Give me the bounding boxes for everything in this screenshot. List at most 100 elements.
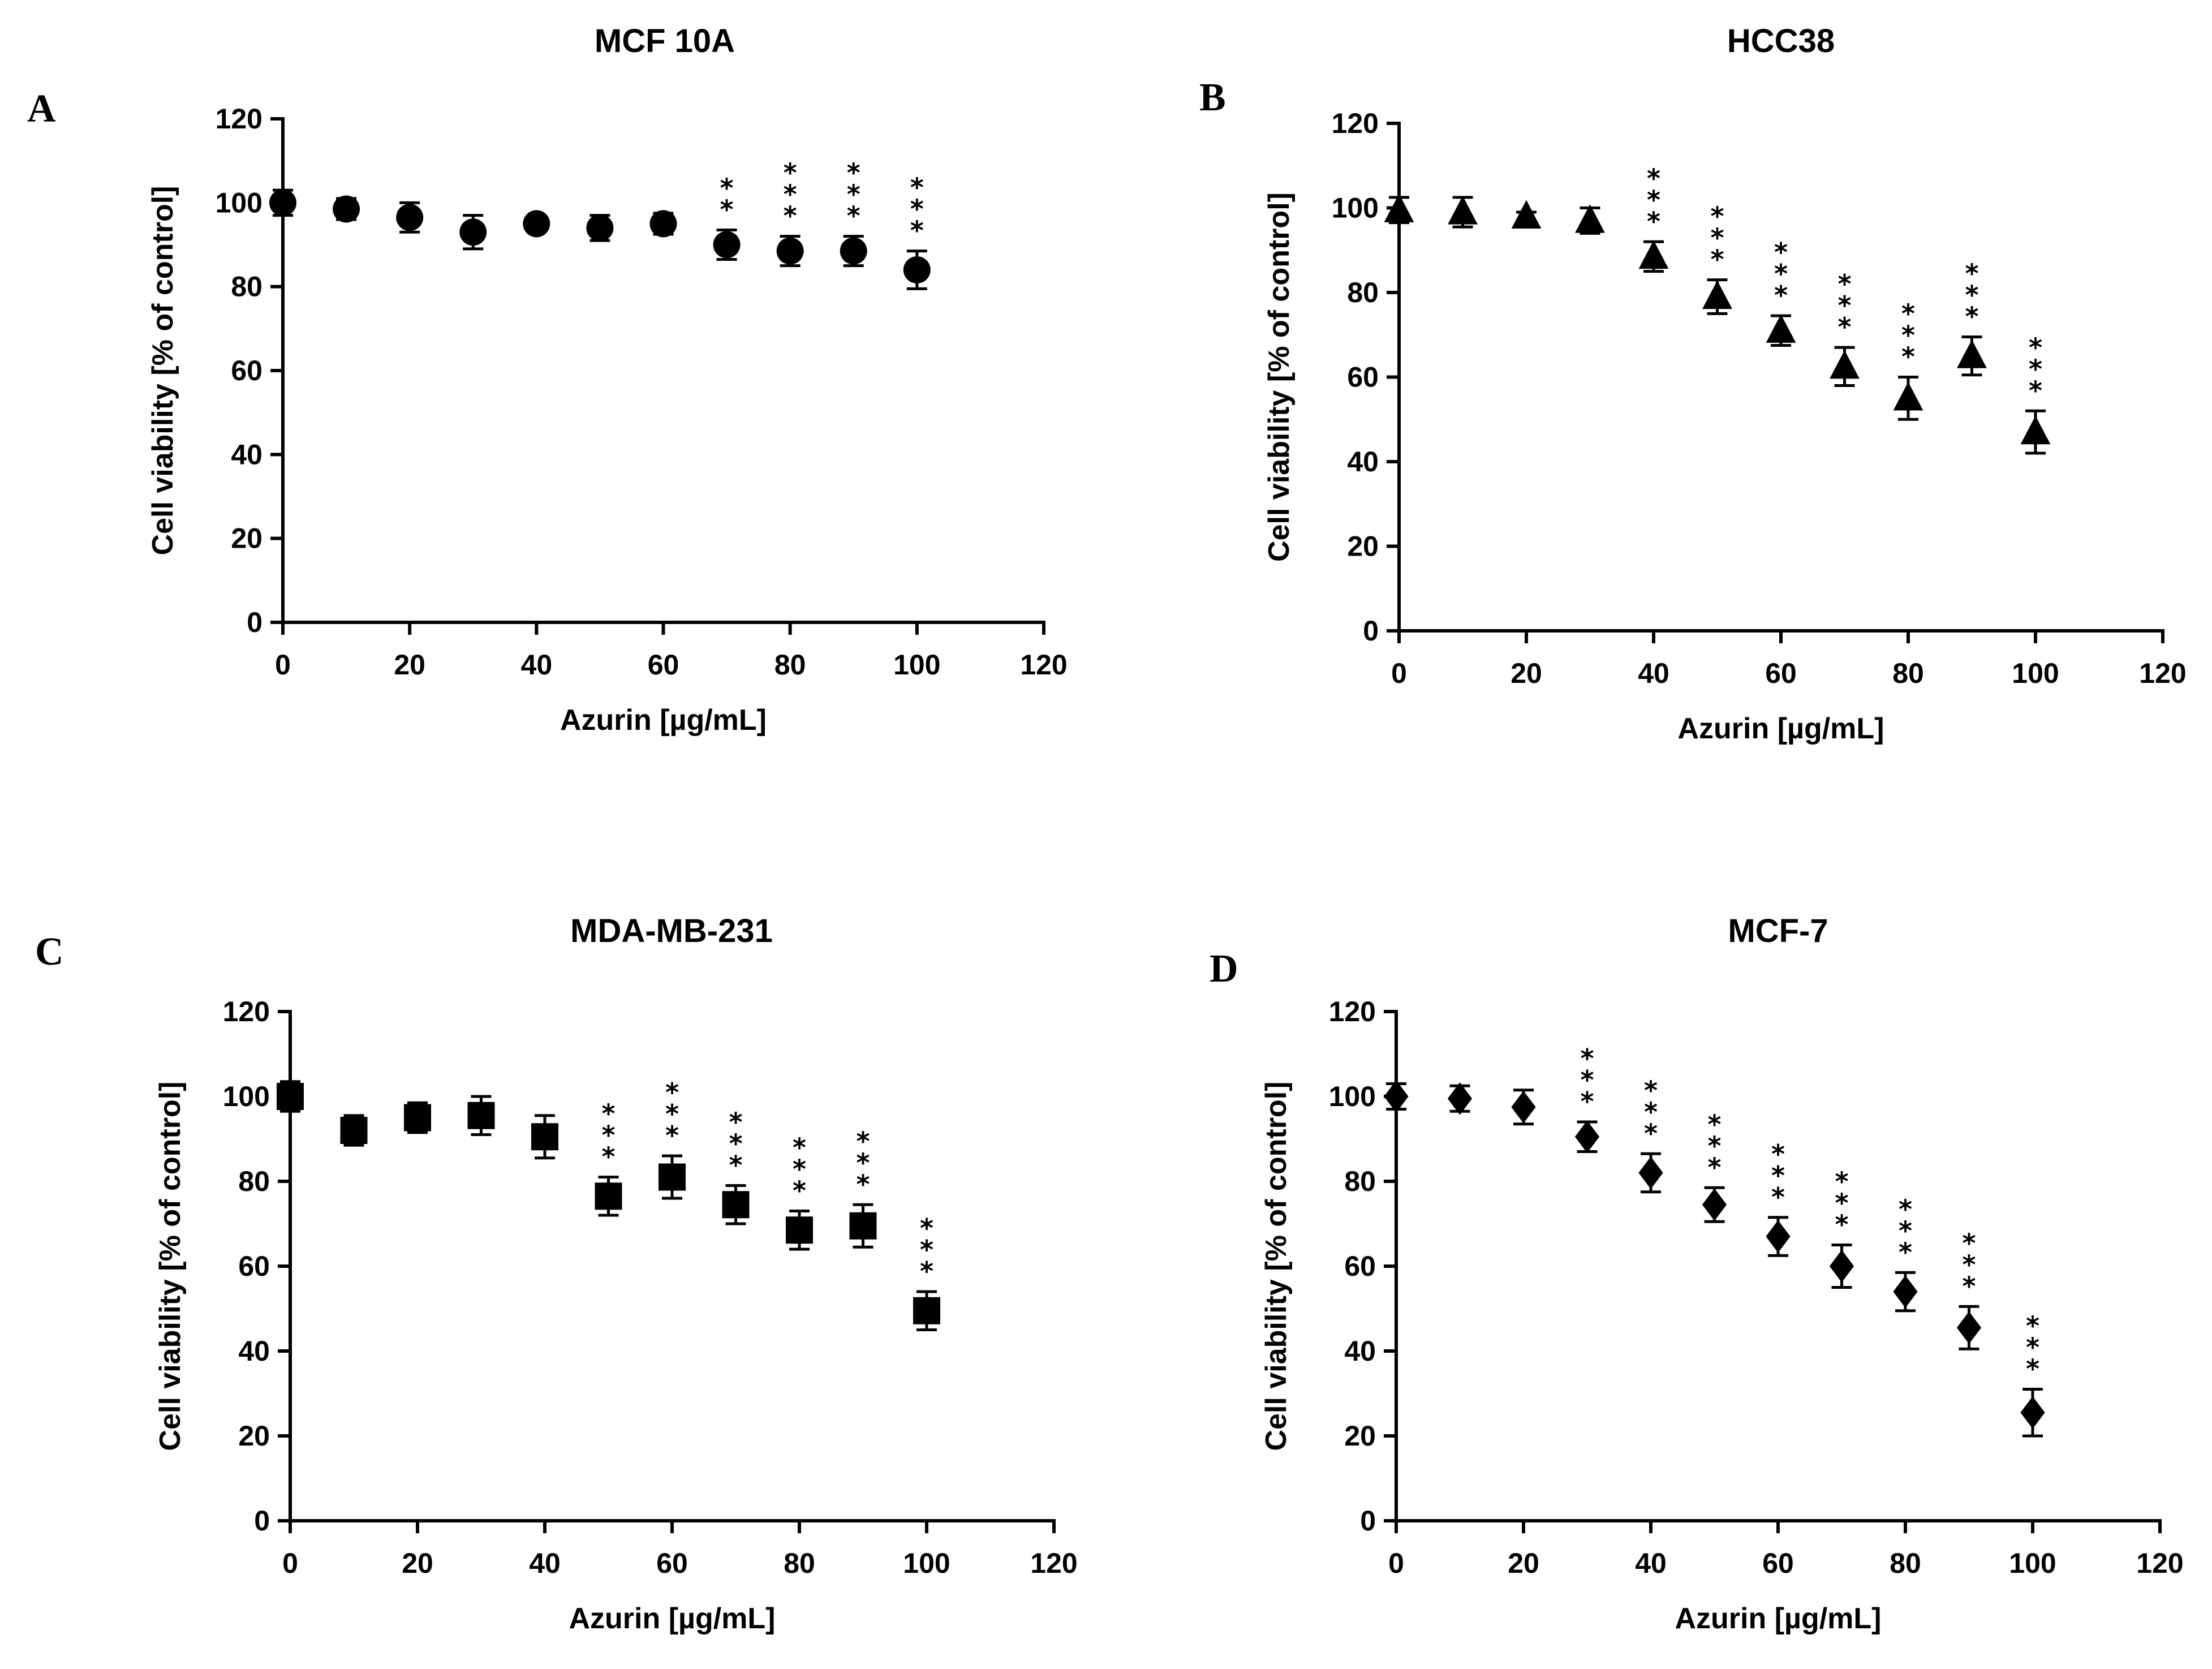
x-tick-label: 120 [1030,1547,1077,1579]
data-point [1893,1275,1918,1308]
significance-label: * * * [793,1133,806,1206]
y-tick-label: 80 [231,271,262,303]
significance-label: * * * [910,173,924,246]
significance-label: * * * [2029,332,2042,406]
significance-label: * * * [665,1077,679,1151]
significance-label: * * [720,173,734,225]
y-tick-label: 60 [231,355,262,386]
x-tick-label: 100 [893,649,940,681]
data-point [459,218,487,246]
data-point [840,237,867,265]
significance-label: * * * [784,158,797,231]
x-tick-label: 100 [2009,1547,2056,1579]
y-tick-label: 40 [231,438,262,470]
data-point [1574,1120,1600,1154]
x-tick-label: 20 [1510,657,1542,689]
x-tick-label: 0 [1388,1547,1404,1579]
y-tick-label: 60 [1344,1250,1376,1282]
y-tick-label: 0 [247,606,262,638]
x-tick-label: 40 [1635,1547,1667,1579]
significance-label: * * * [1899,1194,1912,1267]
x-tick-label: 60 [1762,1547,1794,1579]
significance-label: * * * [1647,163,1660,236]
x-tick-label: 100 [2012,657,2059,689]
chart-title: MDA-MB-231 [570,913,773,949]
significance-label: * * * [1837,269,1851,342]
significance-label: * * * [1707,1109,1721,1182]
x-tick-label: 40 [1638,657,1669,689]
y-tick-label: 120 [1329,996,1376,1027]
y-tick-label: 100 [216,187,262,218]
y-tick-label: 120 [1332,107,1379,139]
significance-label: * * * [1580,1043,1594,1117]
data-point [1447,1082,1473,1115]
data-point [523,210,550,238]
data-point [786,1216,813,1244]
x-axis-label: Azurin [µg/mL] [1675,1602,1881,1635]
x-tick-label: 20 [1508,1547,1539,1579]
panel-letter: B [1199,76,1226,119]
y-axis-label: Cell viability [% of control] [1260,1082,1293,1451]
data-point [1893,382,1923,411]
chart-panel-d: D MCF-7 0 20 40 60 80 100 120 0 20 40 60 80 100 120 Azur… [1210,913,2184,1635]
data-point [467,1102,495,1129]
x-tick-label: 0 [275,649,291,681]
chart-panel-a: A MCF 10A 0 20 40 60 80 100 120 0 20 40 60 80 100 120 Az… [27,23,1068,737]
data-point [913,1297,940,1324]
data-point [1766,314,1796,343]
x-tick-label: 20 [402,1547,433,1579]
y-tick-label: 100 [223,1081,270,1112]
x-tick-label: 100 [903,1547,950,1579]
data-point [1766,1220,1791,1253]
significance-label: * * * [920,1213,933,1287]
x-tick-label: 60 [648,649,679,681]
x-tick-label: 120 [1020,649,1067,681]
significance-label: * * * [1771,1139,1785,1212]
y-tick-label: 20 [231,523,262,554]
data-point [649,210,677,238]
significance-label: * * * [601,1099,615,1172]
chart-title: HCC38 [1727,23,1835,59]
data-point [1957,339,1987,368]
y-tick-label: 40 [1344,1335,1376,1367]
data-point [722,1191,750,1219]
panel-letter: A [27,87,56,131]
y-axis-label: Cell viability [% of control] [147,186,179,556]
x-tick-label: 60 [1765,657,1797,689]
x-axis-label: Azurin [µg/mL] [1677,712,1884,745]
y-tick-label: 120 [216,103,262,135]
significance-label: * * * [1962,1228,1976,1301]
significance-label: * * * [1710,201,1724,275]
x-tick-label: 80 [1890,1547,1921,1579]
x-tick-label: 80 [774,649,806,681]
chart-title: MCF-7 [1728,913,1828,949]
y-tick-label: 60 [238,1250,270,1282]
y-tick-label: 80 [1344,1165,1376,1197]
data-point [903,256,931,283]
data-point [277,1083,304,1110]
x-tick-label: 120 [2139,657,2186,689]
y-tick-label: 100 [1329,1081,1376,1112]
significance-label: * * * [2026,1311,2039,1384]
x-tick-label: 40 [521,649,553,681]
data-point [776,237,804,265]
data-point [586,214,614,242]
y-tick-label: 0 [1360,1505,1376,1537]
chart-panel-c: C MDA-MB-231 0 20 40 60 80 100 120 0 20 40 60 80 100 12… [35,913,1078,1635]
x-tick-label: 0 [1391,657,1407,689]
significance-label: * * * [856,1126,870,1199]
chart-title: MCF 10A [595,23,735,59]
data-point [713,231,741,259]
y-tick-label: 80 [238,1165,270,1197]
panel-letter: C [35,930,64,974]
x-tick-label: 20 [394,649,425,681]
data-point [1511,200,1542,229]
significance-label: * * * [1835,1167,1848,1240]
data-point [1956,1311,1982,1344]
data-point [1384,193,1414,222]
significance-label: * * * [1901,299,1915,372]
significance-label: * * * [847,158,860,231]
y-tick-label: 100 [1332,192,1379,224]
significance-label: * * * [1644,1075,1658,1148]
data-point [1511,1090,1536,1124]
